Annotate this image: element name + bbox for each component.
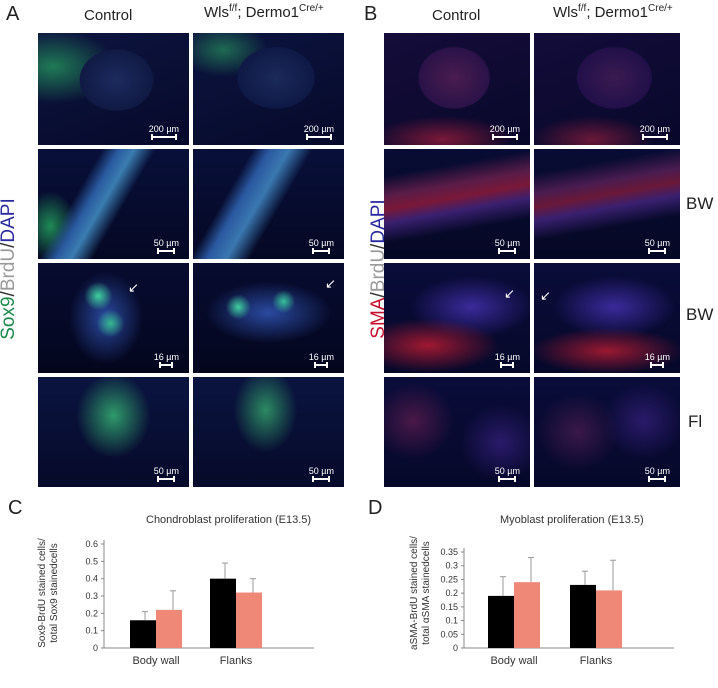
row-label-bodywall-1: BW bbox=[686, 194, 714, 213]
bar-body-wall-series2 bbox=[514, 582, 540, 648]
micrograph-b-mutant-overview: 200 µm bbox=[534, 33, 680, 145]
micrograph-a-control-bodywall: 50 µm bbox=[38, 149, 189, 259]
y-tick-label: 0.25 bbox=[440, 574, 458, 584]
ylabel-line1: aSMA-BrdU stained cells/ bbox=[409, 536, 420, 650]
scalebar: 200 µm bbox=[304, 124, 334, 140]
micrograph-b-control-bodywall: 50 µm bbox=[384, 149, 530, 259]
stain-dapi: DAPI bbox=[0, 198, 19, 243]
panel-a-column-mutant: Wlsf/f; Dermo1Cre/+ bbox=[204, 3, 324, 21]
panel-letter-c: C bbox=[8, 497, 23, 519]
y-tick-label: 0.1 bbox=[85, 626, 98, 636]
scalebar: 200 µm bbox=[149, 124, 179, 140]
panel-letter-b: B bbox=[364, 3, 378, 25]
micrograph-a-control-flank: 50 µm bbox=[38, 377, 189, 487]
chart-d-title: Myoblast proliferation (E13.5) bbox=[500, 514, 644, 526]
y-tick-label: 0.35 bbox=[440, 547, 458, 557]
scalebar: 50 µm bbox=[495, 238, 520, 254]
scalebar: 50 µm bbox=[309, 466, 334, 482]
panel-letter-d: D bbox=[368, 497, 383, 519]
scalebar: 50 µm bbox=[154, 238, 179, 254]
scalebar: 16 µm bbox=[645, 352, 670, 368]
panel-b-column-control: Control bbox=[432, 7, 481, 24]
micrograph-a-mutant-highmag: ↙ 16 µm bbox=[193, 263, 344, 373]
chart-c-ylabel: Sox9-BrdU stained cells/ total Sox9 stai… bbox=[37, 518, 63, 668]
y-tick-label: 0.15 bbox=[440, 602, 458, 612]
micrograph-b-mutant-highmag: ↙ 16 µm bbox=[534, 263, 680, 373]
scalebar: 50 µm bbox=[309, 238, 334, 254]
bar-body-wall-series2 bbox=[156, 609, 182, 648]
bar-flanks-series1 bbox=[210, 578, 236, 648]
arrow-icon: ↙ bbox=[325, 276, 336, 291]
stain-sep: / bbox=[0, 291, 19, 297]
genotype-sup1: f/f bbox=[578, 3, 587, 14]
ylabel-line2: total Sox9 stainedcells bbox=[49, 543, 60, 643]
scalebar: 50 µm bbox=[645, 466, 670, 482]
y-tick-label: 0.3 bbox=[85, 591, 98, 601]
y-tick-label: 0.5 bbox=[85, 556, 98, 566]
scalebar: 16 µm bbox=[309, 352, 334, 368]
bar-flanks-series1 bbox=[570, 584, 596, 648]
micrograph-b-mutant-flank: 50 µm bbox=[534, 377, 680, 487]
micrograph-b-mutant-bodywall: 50 µm bbox=[534, 149, 680, 259]
scalebar: 50 µm bbox=[645, 238, 670, 254]
row-label-flank: Fl bbox=[688, 412, 703, 431]
panel-letter-a: A bbox=[6, 3, 20, 25]
x-category-label: Flanks bbox=[580, 655, 613, 667]
arrow-icon: ↙ bbox=[504, 286, 515, 301]
x-category-label: Body wall bbox=[490, 655, 537, 667]
y-tick-label: 0.4 bbox=[85, 574, 98, 584]
micrograph-a-control-overview: 200 µm bbox=[38, 33, 189, 145]
genotype-sup2: Cre/+ bbox=[299, 3, 324, 14]
ylabel-line1: Sox9-BrdU stained cells/ bbox=[37, 538, 48, 648]
genotype-mid: ; Dermo1 bbox=[237, 4, 300, 21]
bar-flanks-series2 bbox=[596, 590, 622, 648]
stain-brdu: BrdU bbox=[0, 247, 19, 292]
bar-body-wall-series1 bbox=[130, 620, 156, 648]
micrograph-a-control-highmag: ↙ 16 µm bbox=[38, 263, 189, 373]
arrow-icon: ↙ bbox=[540, 288, 551, 303]
stain-sox9: Sox9 bbox=[0, 296, 19, 340]
panel-a-column-control: Control bbox=[84, 7, 133, 24]
stain-sep: / bbox=[0, 242, 19, 248]
scalebar: 16 µm bbox=[154, 352, 179, 368]
scalebar: 200 µm bbox=[640, 124, 670, 140]
panel-a-stain-label: Sox9/BrdU/DAPI bbox=[0, 189, 20, 349]
micrograph-b-control-highmag: ↙ 16 µm bbox=[384, 263, 530, 373]
genotype-base: Wls bbox=[204, 4, 229, 21]
micrograph-a-mutant-flank: 50 µm bbox=[193, 377, 344, 487]
y-tick-label: 0 bbox=[453, 643, 458, 653]
scalebar: 200 µm bbox=[490, 124, 520, 140]
x-category-label: Flanks bbox=[220, 655, 253, 667]
y-tick-label: 0.3 bbox=[445, 561, 458, 571]
genotype-sup1: f/f bbox=[229, 3, 238, 14]
micrograph-b-control-overview: 200 µm bbox=[384, 33, 530, 145]
scalebar: 50 µm bbox=[495, 466, 520, 482]
y-tick-label: 0.05 bbox=[440, 629, 458, 639]
y-tick-label: 0.2 bbox=[445, 588, 458, 598]
genotype-base: Wls bbox=[553, 4, 578, 21]
x-category-label: Body wall bbox=[132, 655, 179, 667]
row-label-bodywall-2: BW bbox=[686, 305, 714, 324]
scalebar: 50 µm bbox=[154, 466, 179, 482]
y-tick-label: 0.2 bbox=[85, 608, 98, 618]
bar-body-wall-series1 bbox=[488, 595, 514, 648]
bar-flanks-series2 bbox=[236, 592, 262, 648]
micrograph-b-control-flank: 50 µm bbox=[384, 377, 530, 487]
micrograph-a-mutant-overview: 200 µm bbox=[193, 33, 344, 145]
panel-b-column-mutant: Wlsf/f; Dermo1Cre/+ bbox=[553, 3, 673, 21]
scalebar: 16 µm bbox=[495, 352, 520, 368]
micrograph-a-mutant-bodywall: 50 µm bbox=[193, 149, 344, 259]
y-tick-label: 0.1 bbox=[445, 616, 458, 626]
chart-c: 0 0.1 0.2 0.3 0.4 0.5 0.6 Body wall Flanks bbox=[85, 539, 314, 667]
y-tick-label: 0.6 bbox=[85, 539, 98, 549]
genotype-sup2: Cre/+ bbox=[648, 3, 673, 14]
genotype-mid: ; Dermo1 bbox=[586, 4, 649, 21]
chart-c-title: Chondroblast proliferation (E13.5) bbox=[146, 514, 312, 526]
arrow-icon: ↙ bbox=[128, 280, 139, 295]
y-tick-label: 0 bbox=[93, 643, 98, 653]
chart-d: 0 0.05 0.1 0.15 0.2 0.25 0.3 0.35 Body wall Flank… bbox=[440, 547, 674, 667]
